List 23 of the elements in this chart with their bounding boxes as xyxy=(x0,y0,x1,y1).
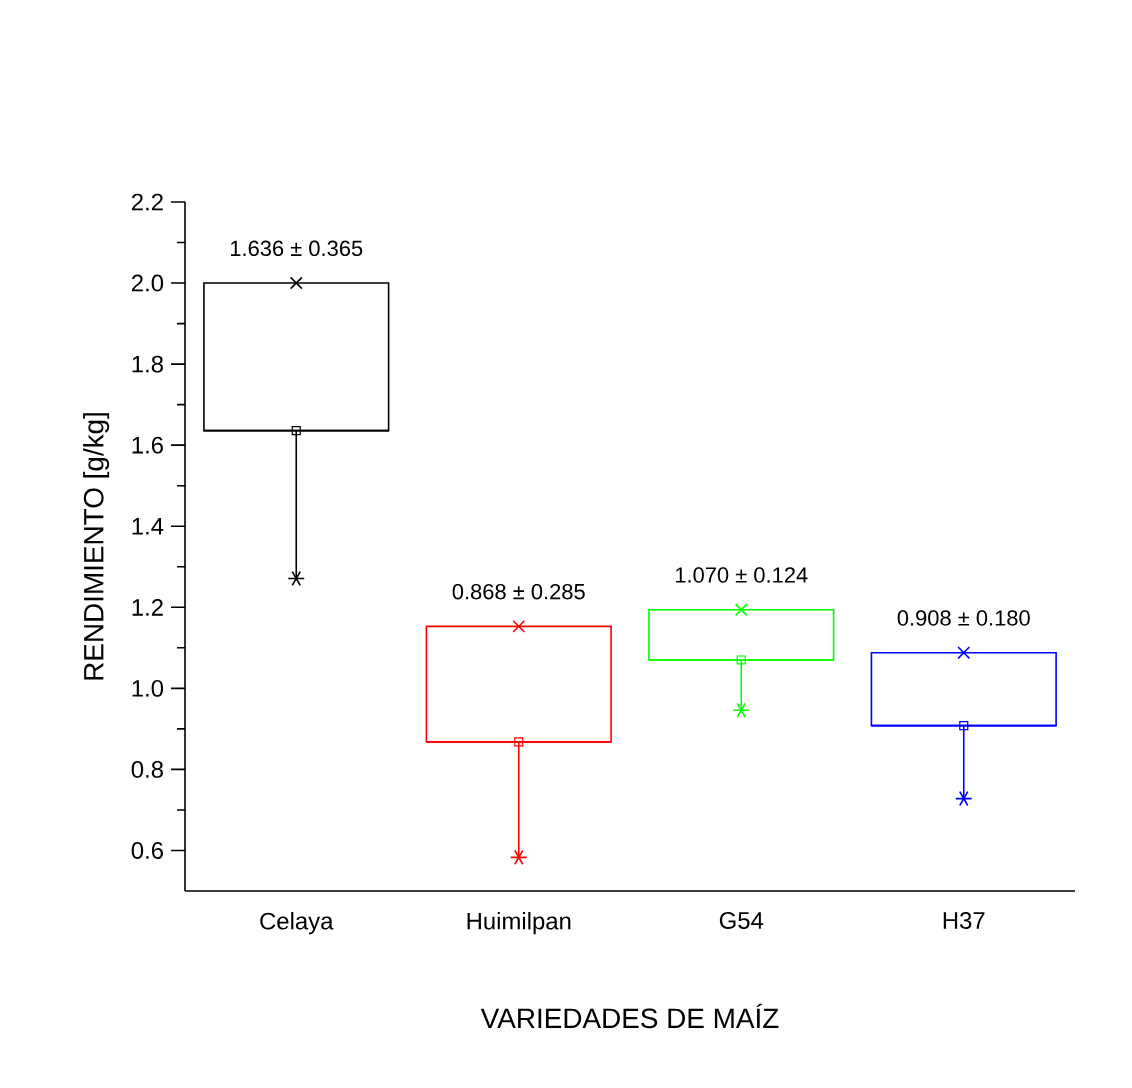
annotation: 1.070 ± 0.124 xyxy=(675,567,808,583)
annotation: 1.636 ± 0.365 xyxy=(230,240,363,257)
x-tick-label: G54 xyxy=(719,912,764,929)
x-tick-label: Huimilpan xyxy=(467,912,571,935)
y-tick-label: 1.4 xyxy=(132,518,164,535)
y-tick-label: 1.6 xyxy=(132,436,163,454)
annotation: 0.868 ± 0.285 xyxy=(452,583,585,600)
point xyxy=(512,619,526,633)
y-tick-label: 1.8 xyxy=(132,355,163,373)
x-axis-title: VARIEDADES DE MAÍZ xyxy=(480,1003,779,1029)
y-axis-title: RENDIMIENTO [g/kg] xyxy=(83,413,110,680)
x-tick-label: Celaya xyxy=(260,912,334,935)
y-tick-label: 0.6 xyxy=(131,842,163,859)
x-tick-label: H37 xyxy=(943,912,985,929)
y-tick-label: 0.8 xyxy=(131,760,163,778)
y-tick-label: 1.0 xyxy=(132,679,164,697)
annotation: 0.908 ± 0.180 xyxy=(897,610,1030,626)
y-tick-label: 2.0 xyxy=(131,274,164,292)
point xyxy=(734,603,748,617)
point xyxy=(289,276,303,290)
y-tick-label: 2.2 xyxy=(131,193,163,211)
point xyxy=(957,646,971,660)
y-tick-label: 1.2 xyxy=(132,598,163,616)
